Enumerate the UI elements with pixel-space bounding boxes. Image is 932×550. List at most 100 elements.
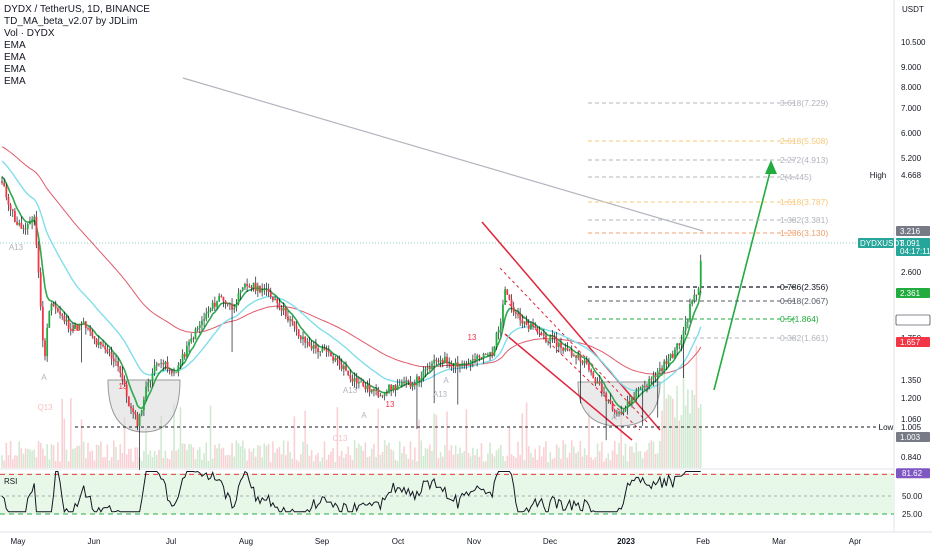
candle-body <box>631 396 633 404</box>
candle-body <box>553 336 556 339</box>
symbol-tag <box>858 238 894 248</box>
volume-bar <box>439 451 442 468</box>
indicator-ema-1[interactable]: EMA <box>4 40 26 51</box>
volume-bar <box>575 453 577 468</box>
volume-bar <box>5 442 8 468</box>
volume-bar <box>521 413 524 468</box>
candle-body <box>259 285 261 293</box>
candle-body <box>143 399 145 411</box>
candle-body <box>151 372 154 381</box>
candle-body <box>263 289 266 291</box>
volume-bar <box>560 458 562 468</box>
volume-bar <box>659 440 661 468</box>
indicator-td-ma[interactable]: TD_MA_beta_v2.07 by JDLim <box>4 16 138 27</box>
candle-body <box>385 393 388 394</box>
volume-bar <box>639 451 642 468</box>
volume-bar <box>345 454 347 468</box>
volume-bar <box>297 461 300 468</box>
rsi-band <box>0 472 894 514</box>
volume-bar <box>450 444 453 468</box>
volume-bar <box>426 448 429 468</box>
candle-body <box>422 370 425 379</box>
volume-bar <box>328 454 330 468</box>
volume-bar <box>633 452 635 468</box>
candle-body <box>570 350 573 357</box>
volume-bar <box>353 440 356 468</box>
candle-body <box>476 355 479 361</box>
candle-body <box>699 260 702 289</box>
candle-body <box>74 324 76 330</box>
symbol-title[interactable]: DYDX / TetherUS, 1D, BINANCE <box>4 4 150 15</box>
fib-level-label: 2.272(4.913) <box>780 155 828 165</box>
time-axis[interactable]: May Jun Jul Aug Sep Oct Nov Dec 2023 Feb Mar Apr <box>10 537 861 546</box>
volume-bar <box>609 460 612 468</box>
candle-body <box>134 412 137 415</box>
volume-bar <box>151 457 154 468</box>
candle-body <box>557 342 560 347</box>
volume-bar <box>386 445 388 468</box>
candle-body <box>158 363 160 365</box>
volume-bar <box>7 455 10 468</box>
candle-body <box>654 375 657 378</box>
volume-bar <box>11 459 14 468</box>
volume-bar <box>629 446 631 468</box>
volume-bar <box>70 398 72 468</box>
candle-body <box>667 358 670 365</box>
candle-body <box>78 323 81 331</box>
candle-body <box>454 362 457 367</box>
price-tag-label: 1.948 <box>900 316 921 325</box>
td-mark: A <box>611 413 617 422</box>
td-mark: A13 <box>433 390 448 399</box>
candle-body <box>379 395 382 397</box>
rsi-label[interactable]: RSI <box>4 477 17 486</box>
volume-bar <box>484 461 487 468</box>
candle-body <box>600 383 603 393</box>
rsi-tick: 50.00 <box>902 492 923 501</box>
ema-fast-line <box>1 160 702 392</box>
volume-bar <box>183 443 186 468</box>
volume-bar <box>242 440 244 468</box>
time-tick: May <box>10 537 25 546</box>
volume-bar <box>207 460 210 468</box>
volume-bar <box>583 448 586 468</box>
volume-bar <box>508 426 511 468</box>
candle-body <box>336 357 339 360</box>
candle-body <box>444 356 446 363</box>
candle-body <box>338 359 341 365</box>
volume-bar <box>558 447 560 468</box>
volume-bar <box>334 461 337 468</box>
ema-mid-line <box>1 146 702 375</box>
volume-bar <box>448 450 450 468</box>
candle-body <box>207 311 210 314</box>
indicator-ema-4[interactable]: EMA <box>4 76 26 87</box>
td-mark: 13 <box>119 382 128 391</box>
indicator-volume[interactable]: Vol · DYDX <box>4 28 55 39</box>
volume-bar <box>607 453 610 468</box>
rsi-tick: 25.00 <box>902 510 923 519</box>
price-tag-label: 1.003 <box>900 433 921 442</box>
volume-bar <box>663 359 665 468</box>
candle-body <box>484 353 487 355</box>
volume-bar <box>699 404 702 468</box>
volume-bar <box>422 455 425 468</box>
volume-bar <box>355 448 358 468</box>
volume-bar <box>166 458 169 468</box>
volume-bar <box>586 455 588 468</box>
indicator-ema-2[interactable]: EMA <box>4 52 26 63</box>
volume-bar <box>143 451 145 468</box>
candle-body <box>424 368 427 371</box>
volume-bar <box>549 451 552 468</box>
volume-bar <box>515 457 517 468</box>
candle-body <box>87 328 89 329</box>
price-tick: 0.840 <box>901 453 922 462</box>
volume-bar <box>29 449 31 468</box>
candle-body <box>121 372 124 380</box>
volume-bar <box>123 416 126 468</box>
volume-bar <box>605 458 607 468</box>
candle-body <box>579 354 582 362</box>
price-tag <box>896 432 930 442</box>
price-axis[interactable]: USDT 10.500 9.000 8.000 7.000 6.000 5.200 4.668… <box>858 5 931 519</box>
indicator-ema-3[interactable]: EMA <box>4 64 26 75</box>
candle-body <box>304 336 307 343</box>
